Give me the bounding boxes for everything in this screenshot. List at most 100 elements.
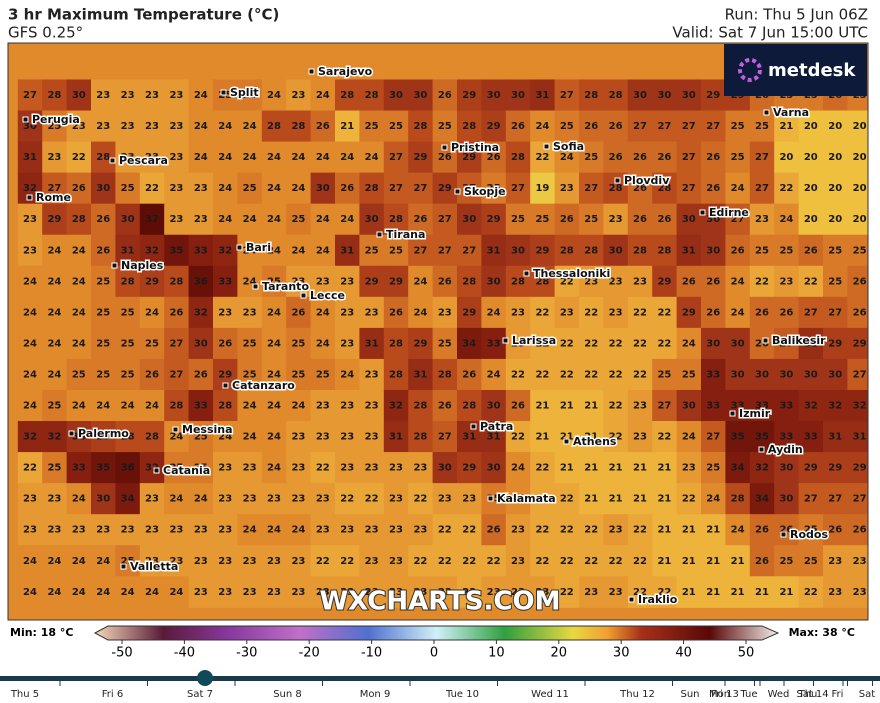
- temperature-value: 23: [169, 556, 183, 567]
- temperature-cell: [286, 483, 312, 515]
- temperature-cell: [847, 545, 868, 577]
- temperature-cell: [847, 576, 868, 608]
- temperature-value: 36: [194, 276, 208, 287]
- temperature-cell: [652, 110, 678, 143]
- temperature-cell: [798, 110, 824, 143]
- temperature-value: 24: [47, 556, 61, 567]
- timeline-day[interactable]: Sun 8: [273, 689, 302, 700]
- city-label: Lecce: [310, 289, 345, 302]
- city-marker: [614, 177, 621, 184]
- temperature-cell: [213, 483, 238, 515]
- timeline-day[interactable]: Fri: [832, 689, 844, 700]
- timeline-day[interactable]: Mon 9: [360, 689, 391, 700]
- city-marker: [758, 446, 765, 453]
- temperature-cell: [213, 545, 238, 577]
- temperature-cell: [139, 576, 165, 608]
- temperature-cell: [383, 265, 409, 298]
- temperature-cell: [261, 327, 287, 360]
- temperature-value: 23: [291, 463, 305, 474]
- temperature-cell: [603, 110, 629, 143]
- temperature-cell: [676, 110, 702, 143]
- temperature-value: 27: [828, 307, 842, 318]
- temperature-value: 21: [706, 587, 720, 598]
- temperature-cell: [603, 389, 629, 422]
- temperature-cell: [505, 141, 531, 174]
- timeline-day[interactable]: Sat 7: [187, 689, 213, 700]
- temperature-value: 21: [535, 432, 549, 443]
- temperature-value: 25: [779, 556, 793, 567]
- temperature-value: 28: [47, 90, 61, 101]
- temperature-value: 24: [731, 307, 745, 318]
- temperature-value: 26: [682, 276, 696, 287]
- timeline-day[interactable]: Thu 5: [10, 689, 39, 700]
- temperature-cell: [798, 141, 824, 174]
- temperature-cell: [310, 79, 336, 112]
- timeline-day[interactable]: Wed: [768, 689, 790, 700]
- city-marker: [763, 109, 770, 116]
- temperature-value: 23: [267, 587, 281, 598]
- timeline-day[interactable]: Tue 10: [445, 689, 479, 700]
- temperature-cell: [798, 358, 824, 391]
- timeline-day[interactable]: Sat: [859, 689, 875, 700]
- city-marker: [502, 337, 509, 344]
- timeline-day[interactable]: Thu 12: [619, 689, 655, 700]
- logo-icon: [738, 58, 762, 82]
- temperature-value: 23: [609, 307, 623, 318]
- temperature-cell: [774, 265, 800, 298]
- temperature-value: 30: [682, 90, 696, 101]
- timeline-day[interactable]: Thu: [798, 689, 818, 700]
- temperature-value: 24: [96, 556, 110, 567]
- temperature-value: 22: [535, 307, 549, 318]
- timeline-day[interactable]: Fri 13: [711, 689, 739, 700]
- temperature-value: 24: [413, 276, 427, 287]
- temperature-value: 24: [194, 494, 208, 505]
- temperature-cell: [91, 265, 116, 298]
- temperature-value: 27: [682, 183, 696, 194]
- temperature-cell: [530, 234, 556, 267]
- temperature-cell: [847, 265, 868, 298]
- temperature-cell: [286, 358, 312, 391]
- temperature-cell: [603, 327, 629, 360]
- temperature-value: 23: [609, 587, 623, 598]
- temperature-value: 24: [243, 214, 257, 225]
- timeline-day[interactable]: Fri 6: [102, 689, 123, 700]
- temperature-value: 23: [72, 525, 86, 536]
- temperature-value: 24: [316, 338, 330, 349]
- temperature-cell: [91, 296, 116, 329]
- timeline-handle[interactable]: [197, 670, 213, 686]
- temperature-cell: [554, 110, 580, 143]
- timeline-day[interactable]: Sat 14: [796, 689, 828, 700]
- temperature-value: 26: [706, 276, 720, 287]
- temperature-cell: [505, 576, 531, 608]
- temperature-cell: [261, 389, 287, 422]
- temperature-value: 30: [487, 401, 501, 412]
- temperature-value: 23: [218, 307, 232, 318]
- temperature-cell: [17, 265, 43, 298]
- city-marker: [762, 337, 769, 344]
- temperature-cell: [505, 79, 531, 112]
- temperature-value: 30: [511, 90, 525, 101]
- timeline-day[interactable]: Mon: [709, 689, 730, 700]
- temperature-value: 24: [706, 494, 720, 505]
- temperature-value: 22: [657, 587, 671, 598]
- temperature-value: 21: [657, 525, 671, 536]
- timeline-day[interactable]: Wed 11: [531, 689, 569, 700]
- temperature-cell: [676, 234, 702, 267]
- temperature-cell: [603, 79, 629, 112]
- temperature-value: 23: [72, 121, 86, 132]
- temperature-value: 24: [291, 525, 305, 536]
- temperature-value: 23: [316, 401, 330, 412]
- temperature-value: 32: [755, 463, 769, 474]
- temperature-cell: [359, 265, 385, 298]
- temperature-cell: [725, 203, 751, 236]
- timeline-day[interactable]: Tue: [739, 689, 757, 700]
- temperature-cell: [481, 265, 507, 298]
- temperature-cell: [261, 452, 287, 484]
- timeline-day[interactable]: Sun: [680, 689, 699, 700]
- temperature-cell: [603, 545, 629, 577]
- temperature-value: 24: [682, 338, 696, 349]
- temperature-cell: [164, 545, 190, 577]
- temperature-cell: [530, 576, 556, 608]
- temperature-value: 23: [389, 587, 403, 598]
- temperature-value: 29: [96, 432, 110, 443]
